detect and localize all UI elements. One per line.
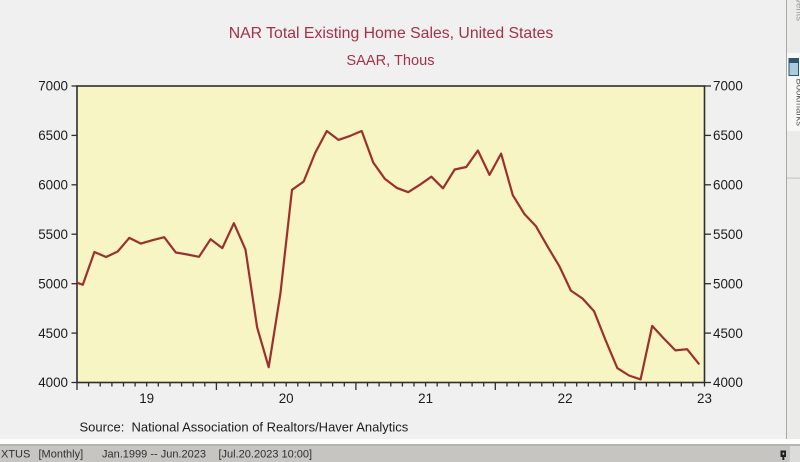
svg-text:Source: National Association: Source: National Association of Realtors…: [80, 420, 409, 435]
svg-text:5500: 5500: [38, 227, 68, 242]
svg-text:Jan.1999 -- Jun.2023: Jan.1999 -- Jun.2023: [102, 449, 206, 461]
svg-text:5000: 5000: [38, 276, 68, 291]
svg-text:Events: Events: [794, 0, 800, 21]
svg-text:Bookmarks: Bookmarks: [794, 79, 800, 127]
svg-text:20: 20: [279, 391, 294, 406]
svg-text:NAR Total Existing Home Sales,: NAR Total Existing Home Sales, United St…: [229, 25, 554, 42]
svg-text:6500: 6500: [713, 128, 743, 143]
svg-text:19: 19: [139, 391, 154, 406]
svg-text:4500: 4500: [38, 326, 68, 341]
svg-text:6000: 6000: [713, 178, 743, 193]
svg-text:5000: 5000: [713, 276, 743, 291]
svg-text:21: 21: [418, 391, 433, 406]
svg-text:23: 23: [697, 391, 712, 406]
svg-text:XTUS: XTUS: [1, 449, 30, 461]
svg-text:6000: 6000: [38, 178, 68, 193]
svg-text:[Monthly]: [Monthly]: [39, 449, 84, 461]
svg-text:4000: 4000: [38, 375, 68, 390]
svg-text:6500: 6500: [38, 128, 68, 143]
svg-text:SAAR, Thous: SAAR, Thous: [346, 53, 434, 69]
svg-text:5500: 5500: [713, 227, 743, 242]
svg-text:4000: 4000: [713, 375, 743, 390]
svg-text:4500: 4500: [713, 326, 743, 341]
svg-text:22: 22: [558, 391, 573, 406]
svg-text:[Jul.20.2023 10:00]: [Jul.20.2023 10:00]: [219, 449, 313, 461]
svg-text:7000: 7000: [713, 79, 743, 94]
svg-text:7000: 7000: [38, 79, 68, 94]
